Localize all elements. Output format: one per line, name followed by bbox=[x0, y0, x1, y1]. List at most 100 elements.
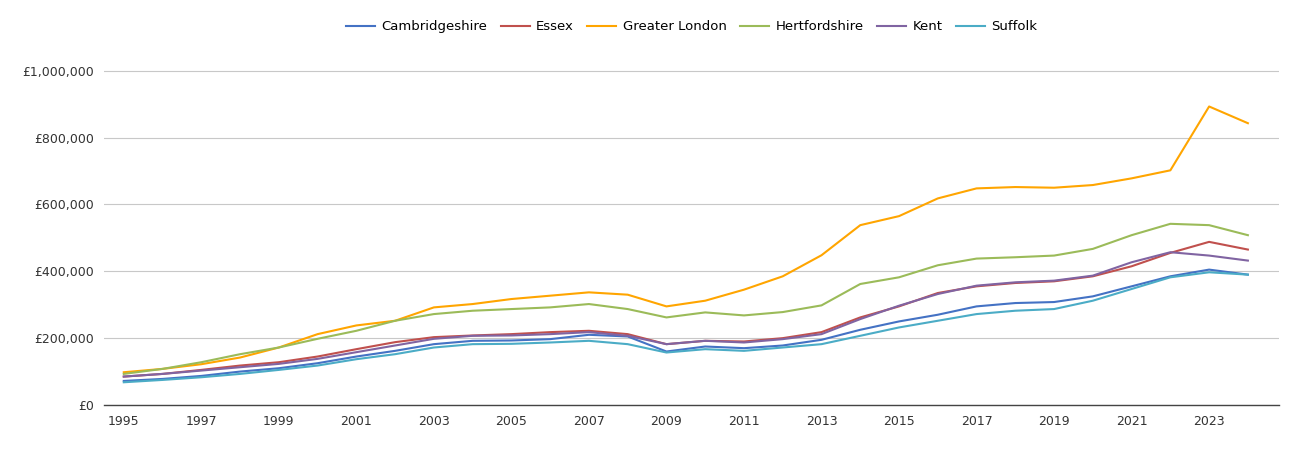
Hertfordshire bbox=[1084, 246, 1100, 252]
Hertfordshire bbox=[271, 345, 287, 350]
Greater London bbox=[775, 274, 791, 279]
Greater London bbox=[388, 318, 403, 324]
Greater London bbox=[348, 323, 364, 328]
Suffolk bbox=[1007, 308, 1023, 314]
Cambridgeshire bbox=[232, 369, 248, 374]
Line: Kent: Kent bbox=[124, 252, 1248, 377]
Suffolk bbox=[388, 351, 403, 357]
Cambridgeshire bbox=[891, 319, 907, 324]
Suffolk bbox=[930, 318, 946, 324]
Suffolk bbox=[659, 350, 675, 355]
Hertfordshire bbox=[388, 318, 403, 324]
Suffolk bbox=[348, 356, 364, 362]
Cambridgeshire bbox=[659, 349, 675, 354]
Suffolk bbox=[543, 340, 559, 345]
Essex bbox=[930, 290, 946, 296]
Suffolk bbox=[1240, 272, 1255, 277]
Greater London bbox=[425, 305, 441, 310]
Kent bbox=[504, 333, 519, 338]
Hertfordshire bbox=[736, 313, 752, 318]
Essex bbox=[116, 374, 132, 379]
Kent bbox=[968, 283, 984, 288]
Essex bbox=[465, 333, 480, 338]
Hertfordshire bbox=[425, 311, 441, 317]
Essex bbox=[1240, 247, 1255, 252]
Suffolk bbox=[775, 345, 791, 350]
Hertfordshire bbox=[232, 351, 248, 357]
Cambridgeshire bbox=[852, 327, 868, 333]
Kent bbox=[465, 333, 480, 338]
Greater London bbox=[697, 298, 713, 303]
Essex bbox=[852, 315, 868, 320]
Suffolk bbox=[581, 338, 596, 343]
Cambridgeshire bbox=[1047, 299, 1062, 305]
Greater London bbox=[659, 304, 675, 309]
Cambridgeshire bbox=[1163, 274, 1178, 279]
Hertfordshire bbox=[1047, 253, 1062, 258]
Line: Cambridgeshire: Cambridgeshire bbox=[124, 270, 1248, 381]
Hertfordshire bbox=[581, 302, 596, 307]
Hertfordshire bbox=[465, 308, 480, 314]
Suffolk bbox=[852, 333, 868, 338]
Kent bbox=[116, 374, 132, 379]
Greater London bbox=[1202, 104, 1218, 109]
Kent bbox=[193, 368, 209, 373]
Hertfordshire bbox=[116, 371, 132, 377]
Hertfordshire bbox=[659, 315, 675, 320]
Greater London bbox=[1007, 184, 1023, 190]
Cambridgeshire bbox=[271, 365, 287, 371]
Suffolk bbox=[504, 341, 519, 346]
Suffolk bbox=[620, 342, 636, 347]
Hertfordshire bbox=[543, 305, 559, 310]
Hertfordshire bbox=[1007, 255, 1023, 260]
Cambridgeshire bbox=[1007, 300, 1023, 306]
Kent bbox=[1084, 273, 1100, 279]
Essex bbox=[1007, 280, 1023, 286]
Essex bbox=[697, 338, 713, 343]
Essex bbox=[814, 329, 830, 335]
Kent bbox=[775, 337, 791, 342]
Line: Essex: Essex bbox=[124, 242, 1248, 377]
Kent bbox=[1240, 258, 1255, 263]
Hertfordshire bbox=[697, 310, 713, 315]
Greater London bbox=[736, 287, 752, 292]
Greater London bbox=[504, 297, 519, 302]
Greater London bbox=[1240, 121, 1255, 126]
Greater London bbox=[852, 222, 868, 228]
Hertfordshire bbox=[968, 256, 984, 261]
Kent bbox=[271, 361, 287, 367]
Essex bbox=[736, 339, 752, 344]
Greater London bbox=[465, 302, 480, 307]
Cambridgeshire bbox=[543, 337, 559, 342]
Greater London bbox=[581, 290, 596, 295]
Kent bbox=[232, 364, 248, 370]
Suffolk bbox=[232, 371, 248, 377]
Kent bbox=[388, 343, 403, 348]
Kent bbox=[543, 332, 559, 337]
Hertfordshire bbox=[814, 303, 830, 308]
Hertfordshire bbox=[193, 360, 209, 365]
Cambridgeshire bbox=[1240, 272, 1255, 277]
Kent bbox=[852, 316, 868, 322]
Cambridgeshire bbox=[116, 378, 132, 384]
Essex bbox=[425, 334, 441, 340]
Line: Greater London: Greater London bbox=[124, 107, 1248, 372]
Kent bbox=[814, 332, 830, 337]
Greater London bbox=[232, 355, 248, 360]
Greater London bbox=[155, 366, 171, 372]
Essex bbox=[348, 346, 364, 352]
Greater London bbox=[1047, 185, 1062, 190]
Kent bbox=[1124, 260, 1139, 265]
Greater London bbox=[543, 293, 559, 298]
Suffolk bbox=[271, 367, 287, 373]
Kent bbox=[736, 340, 752, 345]
Kent bbox=[930, 291, 946, 297]
Cambridgeshire bbox=[1084, 294, 1100, 299]
Cambridgeshire bbox=[425, 342, 441, 347]
Cambridgeshire bbox=[581, 332, 596, 338]
Kent bbox=[697, 338, 713, 343]
Essex bbox=[1124, 264, 1139, 269]
Cambridgeshire bbox=[814, 337, 830, 342]
Greater London bbox=[1124, 176, 1139, 181]
Essex bbox=[1084, 274, 1100, 279]
